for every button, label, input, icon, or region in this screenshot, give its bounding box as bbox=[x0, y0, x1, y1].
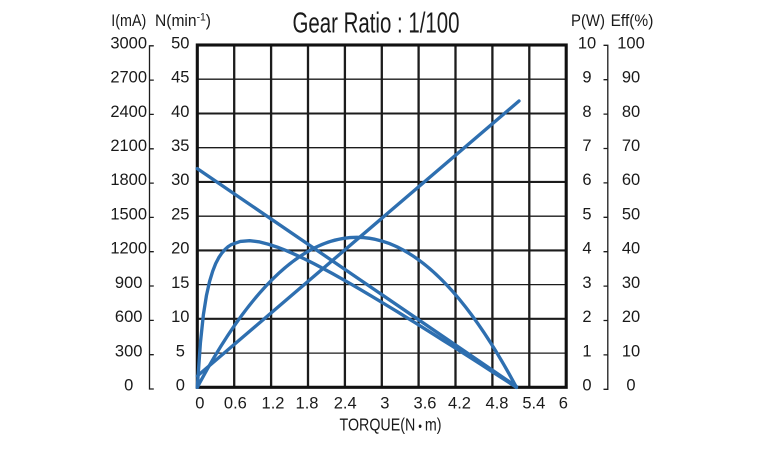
svg-text:80: 80 bbox=[622, 103, 640, 121]
svg-text:I(mA): I(mA) bbox=[111, 12, 146, 30]
svg-text:2700: 2700 bbox=[110, 69, 147, 87]
svg-text:0.6: 0.6 bbox=[224, 395, 247, 413]
svg-text:1.2: 1.2 bbox=[262, 395, 285, 413]
svg-text:20: 20 bbox=[622, 308, 640, 326]
svg-text:5.4: 5.4 bbox=[522, 395, 545, 413]
svg-text:10: 10 bbox=[578, 34, 596, 52]
svg-text:6: 6 bbox=[582, 171, 591, 189]
svg-text:P(W): P(W) bbox=[571, 12, 605, 30]
svg-text:2400: 2400 bbox=[110, 103, 147, 121]
svg-text:0: 0 bbox=[582, 377, 591, 395]
svg-text:5: 5 bbox=[176, 342, 185, 360]
svg-text:10: 10 bbox=[171, 308, 189, 326]
svg-text:45: 45 bbox=[171, 69, 189, 87]
svg-text:50: 50 bbox=[622, 206, 640, 224]
svg-text:60: 60 bbox=[622, 171, 640, 189]
svg-text:3000: 3000 bbox=[110, 34, 147, 52]
svg-text:2.4: 2.4 bbox=[334, 395, 357, 413]
svg-text:0: 0 bbox=[176, 377, 185, 395]
svg-text:90: 90 bbox=[622, 69, 640, 87]
svg-text:35: 35 bbox=[171, 137, 189, 155]
svg-text:4.8: 4.8 bbox=[486, 395, 509, 413]
svg-text:40: 40 bbox=[622, 240, 640, 258]
svg-text:1800: 1800 bbox=[110, 171, 147, 189]
svg-text:0: 0 bbox=[626, 377, 635, 395]
svg-text:70: 70 bbox=[622, 137, 640, 155]
svg-text:1.8: 1.8 bbox=[296, 395, 319, 413]
svg-text:20: 20 bbox=[171, 240, 189, 258]
svg-text:50: 50 bbox=[171, 34, 189, 52]
svg-text:30: 30 bbox=[622, 274, 640, 292]
svg-text:100: 100 bbox=[617, 34, 645, 52]
svg-text:900: 900 bbox=[115, 274, 143, 292]
svg-text:0: 0 bbox=[124, 377, 133, 395]
svg-text:8: 8 bbox=[582, 103, 591, 121]
svg-text:1200: 1200 bbox=[110, 240, 147, 258]
svg-text:25: 25 bbox=[171, 206, 189, 224]
svg-text:4: 4 bbox=[582, 240, 591, 258]
svg-text:3: 3 bbox=[380, 395, 389, 413]
svg-text:5: 5 bbox=[582, 206, 591, 224]
svg-text:Gear Ratio : 1/100: Gear Ratio : 1/100 bbox=[293, 7, 460, 39]
svg-text:3.6: 3.6 bbox=[414, 395, 437, 413]
svg-text:15: 15 bbox=[171, 274, 189, 292]
svg-text:1: 1 bbox=[582, 342, 591, 360]
svg-text:300: 300 bbox=[115, 342, 143, 360]
svg-text:6: 6 bbox=[559, 395, 568, 413]
svg-text:30: 30 bbox=[171, 171, 189, 189]
svg-text:3: 3 bbox=[582, 274, 591, 292]
svg-text:9: 9 bbox=[582, 69, 591, 87]
svg-text:1500: 1500 bbox=[110, 206, 147, 224]
svg-text:Eff(%): Eff(%) bbox=[611, 12, 654, 30]
svg-text:0: 0 bbox=[195, 395, 204, 413]
svg-text:2100: 2100 bbox=[110, 137, 147, 155]
svg-text:10: 10 bbox=[622, 342, 640, 360]
svg-text:4.2: 4.2 bbox=[448, 395, 471, 413]
svg-text:40: 40 bbox=[171, 103, 189, 121]
svg-text:2: 2 bbox=[582, 308, 591, 326]
svg-text:600: 600 bbox=[115, 308, 143, 326]
svg-text:TORQUE(N • m): TORQUE(N • m) bbox=[340, 415, 442, 435]
svg-text:7: 7 bbox=[582, 137, 591, 155]
